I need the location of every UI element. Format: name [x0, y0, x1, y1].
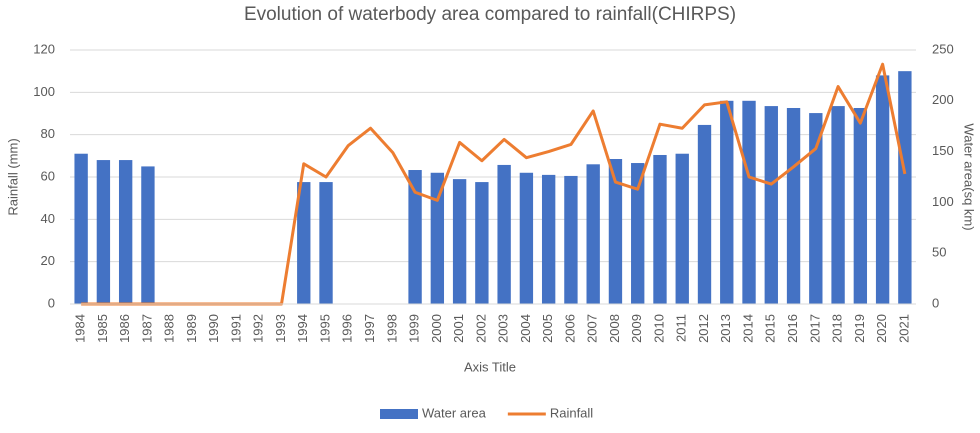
x-tick-label: 1984 — [73, 314, 88, 343]
x-tick-label: 2013 — [718, 314, 733, 343]
bar — [608, 159, 623, 304]
bar — [141, 166, 155, 304]
x-tick-label: 2008 — [607, 314, 622, 343]
bar — [430, 172, 445, 304]
bar — [96, 160, 111, 304]
y2-axis-title: Water area(sq km) — [962, 123, 977, 230]
bar — [408, 170, 422, 304]
y-tick-label: 100 — [33, 84, 55, 99]
x-tick-label: 2016 — [785, 314, 800, 343]
x-tick-label: 1994 — [295, 314, 310, 343]
x-tick-label: 1990 — [206, 314, 221, 343]
bar — [452, 179, 467, 304]
bar — [74, 153, 88, 304]
bar — [653, 154, 667, 304]
x-tick-label: 2018 — [830, 314, 845, 343]
y2-tick-label: 250 — [932, 41, 954, 56]
bar — [586, 164, 600, 304]
y-tick-label: 80 — [41, 126, 55, 141]
y2-tick-label: 100 — [932, 194, 954, 209]
y-tick-label: 120 — [33, 41, 55, 56]
y-tick-label: 0 — [48, 295, 55, 310]
x-tick-label: 2021 — [896, 314, 911, 343]
x-axis-title: Axis Title — [464, 359, 516, 374]
bar — [319, 182, 333, 304]
bar — [853, 107, 868, 304]
x-tick-label: 1996 — [340, 314, 355, 343]
bar — [564, 175, 578, 304]
y-axis-title: Rainfall (mm) — [5, 138, 20, 215]
x-tick-label: 2015 — [763, 314, 778, 343]
bar — [898, 71, 912, 305]
bar — [631, 163, 645, 304]
x-tick-label: 1989 — [184, 314, 199, 343]
line — [81, 62, 907, 306]
bar — [541, 174, 556, 304]
legend-swatch — [380, 409, 418, 419]
x-tick-label: 2019 — [852, 314, 867, 343]
y2-tick-label: 150 — [932, 143, 954, 158]
x-tick-label: 2006 — [562, 314, 577, 343]
x-tick-label: 2012 — [696, 314, 711, 343]
x-tick-label: 1985 — [95, 314, 110, 343]
x-tick-label: 1995 — [317, 314, 332, 343]
x-tick-label: 1992 — [251, 314, 266, 343]
x-tick-label: 2009 — [629, 314, 644, 343]
x-tick-label: 2005 — [540, 314, 555, 343]
x-tick-label: 1998 — [384, 314, 399, 343]
y2-tick-label: 50 — [932, 245, 946, 260]
y-tick-label: 20 — [41, 253, 55, 268]
bar — [875, 75, 890, 305]
bar — [786, 107, 801, 304]
x-tick-label: 1987 — [139, 314, 154, 343]
bar — [519, 172, 534, 304]
bar — [118, 160, 133, 304]
bar — [697, 124, 712, 305]
y2-tick-label: 200 — [932, 92, 954, 107]
bar — [720, 100, 734, 304]
x-tick-label: 2003 — [496, 314, 511, 343]
x-tick-label: 2010 — [651, 314, 666, 343]
x-tick-label: 1986 — [117, 314, 132, 343]
x-tick-label: 1988 — [162, 314, 177, 343]
chart-title: Evolution of waterbody area compared to … — [244, 4, 736, 25]
bar — [297, 182, 311, 304]
x-tick-label: 2001 — [451, 314, 466, 343]
x-tick-label: 2011 — [674, 314, 689, 342]
bar — [675, 153, 689, 304]
bar — [497, 164, 511, 304]
x-tick-label: 2017 — [807, 314, 822, 343]
y2-tick-label: 0 — [932, 295, 939, 310]
x-tick-label: 1997 — [362, 314, 377, 343]
y-tick-label: 60 — [41, 168, 55, 183]
legend-label: Rainfall — [550, 405, 593, 420]
x-tick-label: 2014 — [740, 314, 755, 343]
y-tick-label: 40 — [41, 211, 55, 226]
bar — [475, 182, 489, 304]
x-tick-label: 2007 — [585, 314, 600, 343]
bar — [831, 106, 845, 304]
x-tick-label: 2004 — [518, 314, 533, 343]
bar — [742, 100, 756, 304]
bar — [809, 113, 823, 305]
x-tick-label: 2020 — [874, 314, 889, 343]
legend-label: Water area — [422, 405, 487, 420]
x-tick-label: 2002 — [473, 314, 488, 343]
x-tick-label: 1999 — [407, 314, 422, 343]
x-tick-label: 1993 — [273, 314, 288, 343]
x-tick-label: 2000 — [429, 314, 444, 343]
bar — [764, 106, 778, 304]
x-tick-label: 1991 — [228, 314, 243, 343]
